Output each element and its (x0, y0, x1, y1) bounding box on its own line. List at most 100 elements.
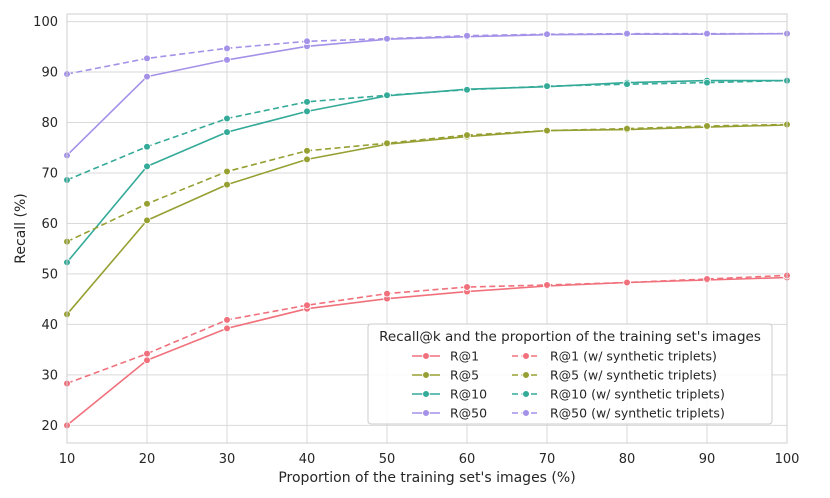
x-tick-label: 20 (139, 452, 156, 467)
tick-labels: 10 20 30 40 50 60 70 80 90 100 20 30 40 50 60 70 80 90 100 (33, 15, 799, 467)
y-tick-label: 50 (41, 267, 58, 282)
legend-item: R@10 (w/ synthetic triplets) (512, 387, 725, 402)
series-8-point (623, 29, 631, 38)
series-8-line (66, 32, 787, 75)
y-tick-label: 100 (33, 15, 58, 30)
series-4-point (143, 72, 151, 81)
legend-swatch-marker (422, 352, 430, 360)
y-tick-label: 40 (41, 318, 58, 333)
x-tick-label: 90 (699, 452, 716, 467)
legend-label: R@1 (450, 349, 479, 364)
series-2-point (303, 155, 311, 164)
y-tick-label: 30 (41, 368, 58, 383)
legend-item: R@1 (w/ synthetic triplets) (512, 349, 717, 364)
series-2-line (66, 124, 788, 315)
series-5-point (703, 275, 711, 283)
plot-frame (66, 13, 788, 444)
series-3-point (223, 128, 231, 136)
series-5-point (223, 316, 231, 324)
y-tick-label: 80 (41, 116, 58, 131)
legend: Recall@k and the proportion of the train… (367, 323, 773, 425)
legend-label: R@5 (w/ synthetic triplets) (550, 368, 717, 383)
series-6-point (143, 199, 151, 208)
series-5-line (66, 274, 788, 385)
x-tick-label: 50 (379, 452, 396, 467)
series-6-point (223, 167, 231, 176)
series-7-point (623, 80, 631, 88)
series-7-line (66, 79, 788, 181)
legend-label: R@10 (w/ synthetic triplets) (550, 387, 725, 402)
legend-item: R@50 (412, 406, 487, 421)
series-6-point (383, 139, 391, 148)
series-5-point (383, 289, 391, 298)
series-8-point (543, 30, 551, 38)
legend-item: R@5 (412, 368, 479, 383)
series-5-point (623, 278, 631, 287)
series-7-point (703, 78, 711, 87)
legend-label: R@1 (w/ synthetic triplets) (550, 349, 717, 364)
legend-item: R@50 (w/ synthetic triplets) (512, 406, 725, 421)
series-6-point (543, 126, 551, 135)
x-tick-label: 30 (219, 452, 236, 467)
legend-box (367, 323, 773, 425)
series-3-point (303, 107, 311, 116)
x-tick-label: 10 (59, 452, 76, 467)
legend-swatch-marker (422, 390, 430, 398)
legend-items: R@1 R@5 R@10 R@50 R@1 (w/ synthetic triplets… (412, 349, 725, 421)
series-1-point (143, 356, 151, 365)
x-tick-label: 70 (539, 452, 556, 467)
legend-item: R@5 (w/ synthetic triplets) (512, 368, 717, 383)
series-1-point (223, 324, 231, 333)
y-tick-label: 60 (41, 217, 58, 232)
x-tick-label: 40 (299, 452, 316, 467)
series-8-point (703, 29, 711, 38)
series-7-point (303, 98, 311, 106)
legend-item: R@1 (412, 349, 479, 364)
series-6-line (66, 123, 788, 243)
series-8-point (463, 31, 471, 40)
series-3-point (143, 162, 151, 171)
series-7-point (543, 82, 551, 90)
legend-label: R@50 (w/ synthetic triplets) (550, 406, 725, 421)
series-1-line (66, 276, 788, 426)
legend-label: R@10 (450, 387, 487, 402)
series-8-point (143, 54, 151, 63)
series-7-point (223, 114, 231, 123)
series-8-point (303, 37, 311, 46)
legend-swatch-marker (522, 409, 530, 417)
series-5-point (303, 301, 311, 310)
y-tick-label: 20 (41, 419, 58, 434)
legend-swatch-marker (522, 352, 530, 360)
legend-swatch-marker (422, 371, 430, 379)
x-tick-label: 80 (619, 452, 636, 467)
legend-title: Recall@k and the proportion of the train… (379, 329, 761, 345)
legend-swatch-marker (522, 390, 530, 398)
series-5-point (143, 349, 151, 358)
series-6-point (623, 124, 631, 133)
series-6-point (703, 122, 711, 130)
series-7-point (143, 142, 151, 151)
series-4-point (223, 56, 231, 64)
legend-item: R@10 (412, 387, 487, 402)
series-6-point (463, 131, 471, 139)
x-tick-label: 60 (459, 452, 476, 467)
series-2-point (143, 216, 151, 225)
x-axis-label: Proportion of the training set's images … (278, 470, 575, 486)
series-6-point (303, 146, 311, 155)
y-tick-label: 90 (41, 66, 58, 81)
series-5-point (463, 283, 471, 291)
legend-label: R@5 (450, 368, 479, 383)
series-8-point (223, 44, 231, 53)
series-7-point (383, 91, 391, 100)
y-tick-label: 70 (41, 166, 58, 181)
series-7-point (463, 85, 471, 94)
legend-swatch-marker (522, 371, 530, 379)
x-tick-label: 100 (775, 452, 800, 467)
series-2-point (223, 180, 231, 189)
series-lines (63, 29, 791, 430)
y-axis-label: Recall (%) (13, 193, 29, 263)
legend-label: R@50 (450, 406, 487, 421)
series-8-point (383, 34, 391, 43)
series-5-point (543, 281, 551, 289)
